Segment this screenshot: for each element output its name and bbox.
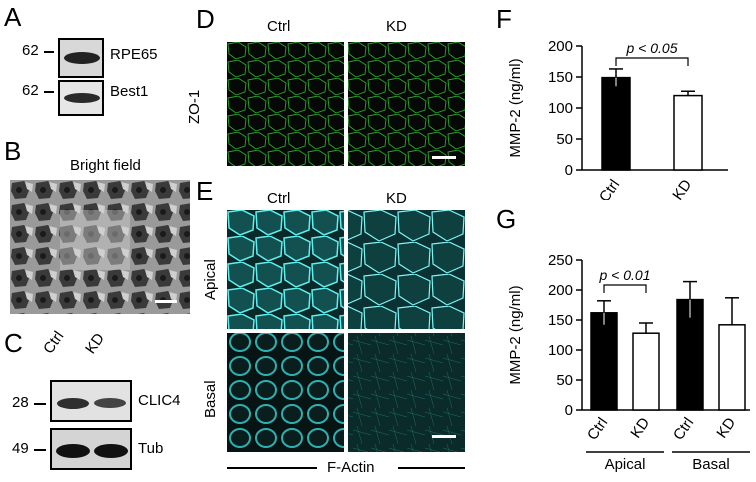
panel-label-f: F xyxy=(496,4,512,34)
column-label-kd: KD xyxy=(386,18,407,35)
f-actin-micrographs xyxy=(227,210,465,452)
band xyxy=(64,93,100,103)
x-tick-label: KD xyxy=(713,414,739,441)
panel-label-c: C xyxy=(4,328,23,358)
significance-label: p < 0.01 xyxy=(599,267,651,283)
group-label: Apical xyxy=(605,456,646,473)
mw-tick xyxy=(34,403,46,405)
chart-g: 0 50 100 150 200 250 MMP-2 (ng/ml) Ctrl KD Ctrl KD… xyxy=(507,252,750,473)
band xyxy=(57,398,89,409)
x-tick-label: KD xyxy=(669,176,695,200)
mw-marker-62-top: 62 xyxy=(22,42,39,59)
scale-bar xyxy=(432,156,456,159)
blot-rpe65 xyxy=(58,38,104,78)
y-tick-label: 50 xyxy=(556,131,573,148)
mw-tick xyxy=(34,449,46,451)
column-label-kd: KD xyxy=(386,190,407,207)
column-label-ctrl: Ctrl xyxy=(267,190,291,207)
row-label-apical: Apical xyxy=(202,259,219,300)
y-tick-label: 200 xyxy=(548,282,573,299)
panel-label-g: G xyxy=(496,204,517,234)
scale-bar xyxy=(432,435,456,438)
zo1-micrographs xyxy=(227,42,465,166)
bright-field-image xyxy=(10,180,190,314)
panel-label-e: E xyxy=(196,176,214,206)
y-tick-label: 100 xyxy=(548,342,573,359)
y-tick-label: 0 xyxy=(565,162,573,179)
x-tick-label: KD xyxy=(627,414,653,441)
blot-best1 xyxy=(58,80,104,116)
f-actin-line-left xyxy=(227,467,317,469)
chart-f: 0 50 100 150 200 MMP-2 (ng/ml) Ctrl KD p < 0.05 xyxy=(507,38,728,200)
x-tick-label: Ctrl xyxy=(584,415,611,444)
band xyxy=(94,398,126,408)
bar xyxy=(590,312,618,411)
y-tick-label: 150 xyxy=(548,312,573,329)
x-tick-label: Ctrl xyxy=(670,415,697,444)
panel-label-a: A xyxy=(4,2,22,32)
bar xyxy=(601,76,631,171)
group-label: Basal xyxy=(692,456,730,473)
blot-label-tub: Tub xyxy=(138,440,164,457)
significance-label: p < 0.05 xyxy=(626,40,678,56)
scale-bar xyxy=(155,300,177,303)
blot-label-rpe65: RPE65 xyxy=(110,46,158,63)
f-actin-label: F-Actin xyxy=(327,459,375,476)
row-label-zo1: ZO-1 xyxy=(186,89,203,124)
bar xyxy=(632,332,660,411)
mw-tick xyxy=(44,51,54,53)
mw-marker-28: 28 xyxy=(12,394,29,411)
y-axis-label: MMP-2 (ng/ml) xyxy=(507,285,524,384)
y-tick-label: 250 xyxy=(548,252,573,269)
column-label-ctrl: Ctrl xyxy=(267,18,291,35)
lane-label-ctrl: Ctrl xyxy=(40,328,68,357)
band xyxy=(56,444,90,458)
band xyxy=(94,444,128,458)
y-axis-label: MMP-2 (ng/ml) xyxy=(507,58,524,157)
mw-marker-49: 49 xyxy=(12,440,29,457)
mw-marker-62-bottom: 62 xyxy=(22,82,39,99)
y-tick-label: 150 xyxy=(548,69,573,86)
blot-label-clic4: CLIC4 xyxy=(138,392,181,409)
significance-bracket xyxy=(603,284,647,293)
f-actin-line-right xyxy=(398,467,465,469)
significance-bracket xyxy=(615,57,689,66)
bar xyxy=(673,94,703,171)
bar xyxy=(676,298,704,411)
panel-b-title: Bright field xyxy=(70,157,141,174)
bar xyxy=(718,324,746,411)
blot-clic4 xyxy=(50,380,132,422)
blot-label-best1: Best1 xyxy=(110,83,149,100)
y-tick-label: 100 xyxy=(548,100,573,117)
y-tick-label: 0 xyxy=(565,402,573,419)
row-label-basal: Basal xyxy=(202,380,219,418)
lane-label-kd: KD xyxy=(82,330,108,357)
blot-tubulin xyxy=(50,428,132,470)
mw-tick xyxy=(44,91,54,93)
x-tick-label: Ctrl xyxy=(596,177,623,200)
panel-label-d: D xyxy=(196,4,215,34)
y-tick-label: 50 xyxy=(556,372,573,389)
band xyxy=(64,52,100,64)
y-tick-label: 200 xyxy=(548,38,573,55)
panel-label-b: B xyxy=(4,136,22,166)
